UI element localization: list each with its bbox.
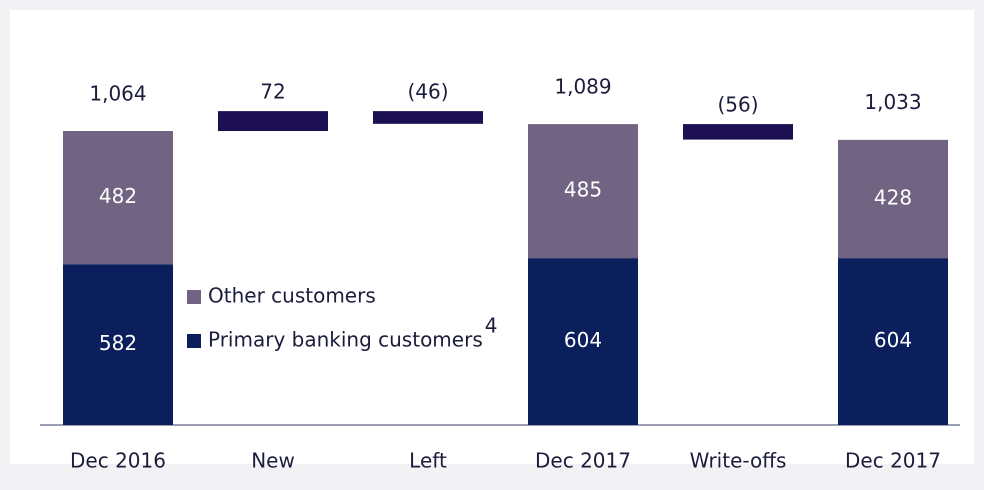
segment-label: 428 bbox=[874, 185, 912, 209]
total-label: 1,033 bbox=[864, 90, 921, 114]
stack-segment bbox=[838, 258, 948, 425]
segment-label: 604 bbox=[564, 328, 602, 352]
segment-label: 485 bbox=[564, 178, 602, 202]
change-label: 72 bbox=[260, 80, 285, 104]
segment-label: 582 bbox=[99, 331, 137, 355]
stack-segment bbox=[838, 139, 948, 259]
x-tick-label: Dec 2017 bbox=[845, 449, 941, 473]
stack-segment bbox=[63, 264, 173, 425]
legend-label: Primary banking customers bbox=[208, 328, 483, 352]
stack-segment bbox=[63, 131, 173, 265]
total-label: 1,064 bbox=[89, 82, 146, 106]
change-bar bbox=[218, 111, 328, 132]
x-tick-label: Dec 2017 bbox=[535, 449, 631, 473]
change-label: (46) bbox=[407, 80, 448, 104]
x-tick-label: Dec 2016 bbox=[70, 449, 166, 473]
legend-label: Other customers bbox=[208, 284, 376, 308]
segment-label: 482 bbox=[99, 184, 137, 208]
change-bar bbox=[373, 111, 483, 124]
x-tick-label: Left bbox=[409, 449, 447, 473]
legend-swatch bbox=[187, 290, 201, 304]
legend-swatch bbox=[187, 334, 201, 348]
legend-footnote: 4 bbox=[485, 314, 498, 338]
stack-segment bbox=[528, 124, 638, 259]
segment-label: 604 bbox=[874, 328, 912, 352]
change-bar bbox=[683, 124, 793, 140]
stack-segment bbox=[528, 258, 638, 425]
total-label: 1,089 bbox=[554, 75, 611, 99]
change-label: (56) bbox=[717, 93, 758, 117]
x-tick-label: New bbox=[251, 449, 295, 473]
x-tick-label: Write-offs bbox=[690, 449, 787, 473]
